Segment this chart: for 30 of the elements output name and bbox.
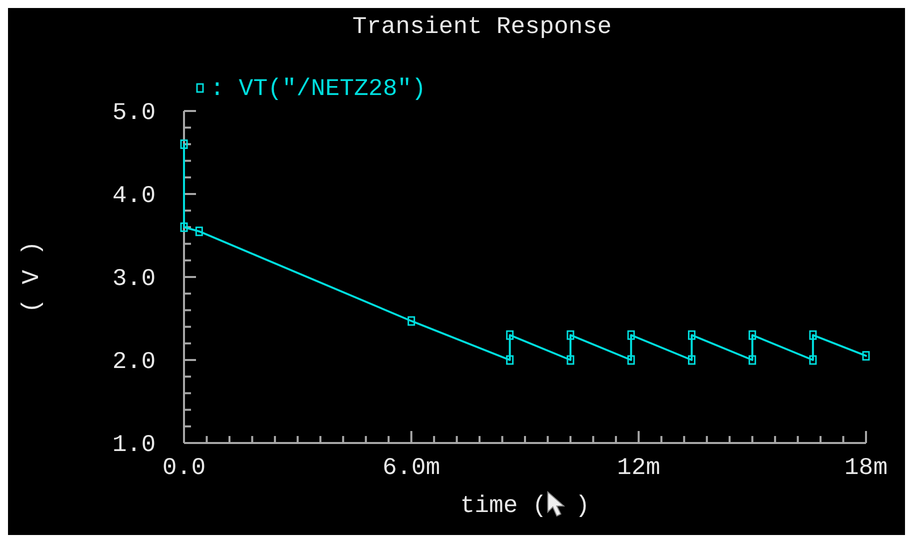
legend-label: : VT("/NETZ28") <box>210 76 426 103</box>
x-tick-label: 6.0m <box>382 455 440 482</box>
y-tick-label: 2.0 <box>112 349 156 376</box>
point <box>627 355 635 365</box>
point <box>506 330 514 340</box>
point <box>627 330 635 340</box>
x-tick-label: 12m <box>617 455 660 482</box>
point <box>408 316 416 326</box>
point <box>566 330 574 340</box>
point <box>180 222 188 232</box>
point <box>809 355 817 365</box>
x-tick-label: 0.0 <box>162 455 206 482</box>
point <box>862 351 870 361</box>
point <box>180 139 188 149</box>
y-axis-title: ( V ) <box>19 240 46 314</box>
x-tick-label: 18m <box>844 455 888 482</box>
x-axis-title: time ( ) <box>460 493 590 520</box>
chart-title: Transient Response <box>352 14 612 41</box>
point <box>506 355 514 365</box>
y-tick-label: 4.0 <box>112 183 156 210</box>
point <box>748 330 756 340</box>
point <box>688 355 696 365</box>
point <box>688 330 696 340</box>
y-tick-label: 5.0 <box>112 100 156 127</box>
y-tick-label: 1.0 <box>112 432 156 459</box>
point <box>809 330 817 340</box>
y-tick-label: 3.0 <box>112 266 156 293</box>
point <box>195 226 203 236</box>
point <box>748 355 756 365</box>
point <box>566 355 574 365</box>
